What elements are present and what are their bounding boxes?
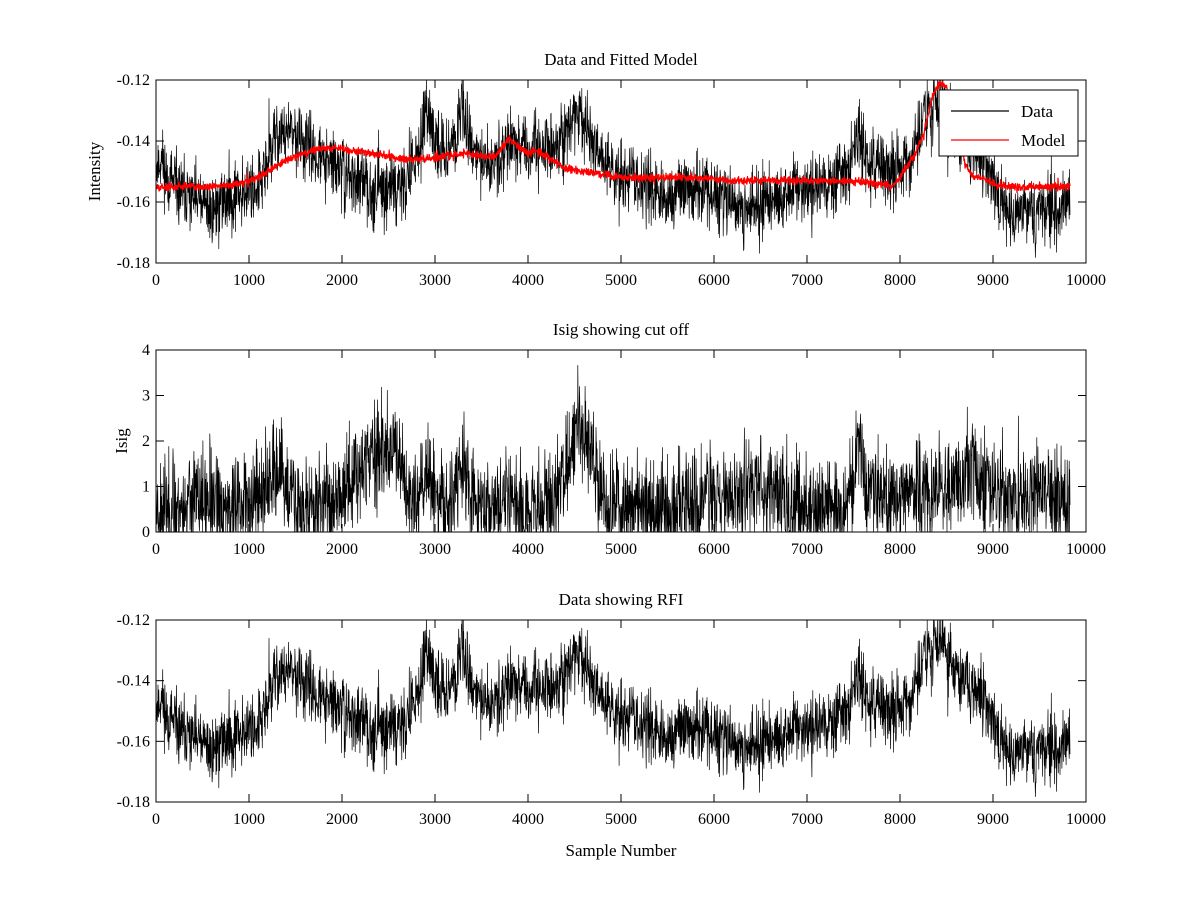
x-tick-label: 10000: [1066, 541, 1106, 558]
y-tick-label: -0.16: [117, 733, 150, 750]
chart-panel-3: 0 1000 2000 3000 4000 5000 6000 7000 8000 9000 100…: [117, 590, 1106, 860]
x-tick-label: 2000: [326, 272, 358, 289]
x-tick-label: 0: [152, 272, 160, 289]
x-tick-label: 6000: [698, 272, 730, 289]
x-tick-label: 8000: [884, 811, 916, 828]
x-tick-label: 1000: [233, 811, 265, 828]
x-tick-label: 5000: [605, 272, 637, 289]
x-tick-label: 0: [152, 541, 160, 558]
y-tick-label: -0.16: [117, 194, 150, 211]
legend-box: [938, 89, 1079, 157]
x-tick-label: 1000: [233, 272, 265, 289]
x-tick-label: 7000: [791, 811, 823, 828]
series-line-data: [156, 80, 1071, 258]
x-tick-label: 7000: [791, 272, 823, 289]
x-tick-label: 4000: [512, 272, 544, 289]
x-tick-label: 6000: [698, 811, 730, 828]
y-axis-label: Intensity: [85, 141, 104, 201]
x-tick-label: 9000: [977, 541, 1009, 558]
x-tick-label: 7000: [791, 541, 823, 558]
legend: Data Model: [938, 89, 1079, 157]
x-tick-label: 4000: [512, 811, 544, 828]
y-tick-label: -0.12: [117, 72, 150, 89]
x-tick-label: 2000: [326, 541, 358, 558]
x-tick-label: 3000: [419, 541, 451, 558]
x-tick-label: 5000: [605, 811, 637, 828]
x-tick-label: 9000: [977, 811, 1009, 828]
x-tick-label: 9000: [977, 272, 1009, 289]
x-tick-label: 8000: [884, 541, 916, 558]
y-tick-label: -0.12: [117, 612, 150, 629]
chart-title: Data showing RFI: [559, 590, 684, 609]
y-tick-label: -0.14: [117, 673, 150, 690]
y-tick-label: 0: [142, 524, 150, 541]
x-tick-label: 5000: [605, 541, 637, 558]
y-tick-label: 1: [142, 479, 150, 496]
chart-panel-1: 0 1000 2000 3000 4000 5000 6000 7000 8000 9000 100…: [85, 50, 1106, 289]
series-line-model: [156, 80, 1071, 194]
x-tick-label: 6000: [698, 541, 730, 558]
x-tick-label: 10000: [1066, 272, 1106, 289]
x-tick-label: 3000: [419, 811, 451, 828]
y-axis-label: Isig: [112, 428, 131, 454]
series-line-data: [156, 620, 1071, 797]
y-tick-label: -0.18: [117, 794, 150, 811]
x-tick-label: 4000: [512, 541, 544, 558]
y-tick-label: -0.14: [117, 133, 150, 150]
x-tick-label: 1000: [233, 541, 265, 558]
legend-label-data: Data: [1021, 102, 1054, 121]
x-tick-label: 8000: [884, 272, 916, 289]
x-axis-label: Sample Number: [566, 841, 677, 860]
y-tick-label: 4: [142, 342, 150, 359]
x-tick-label: 3000: [419, 272, 451, 289]
legend-label-model: Model: [1021, 131, 1066, 150]
chart-title: Data and Fitted Model: [544, 50, 698, 69]
y-tick-label: 3: [142, 388, 150, 405]
x-tick-label: 0: [152, 811, 160, 828]
x-tick-label: 10000: [1066, 811, 1106, 828]
chart-title: Isig showing cut off: [553, 320, 689, 339]
y-tick-label: 2: [142, 433, 150, 450]
y-tick-label: -0.18: [117, 255, 150, 272]
chart-panel-2: 0 1000 2000 3000 4000 5000 6000 7000 8000 9000 100…: [112, 320, 1106, 558]
x-tick-label: 2000: [326, 811, 358, 828]
series-line-isig: [156, 364, 1071, 532]
